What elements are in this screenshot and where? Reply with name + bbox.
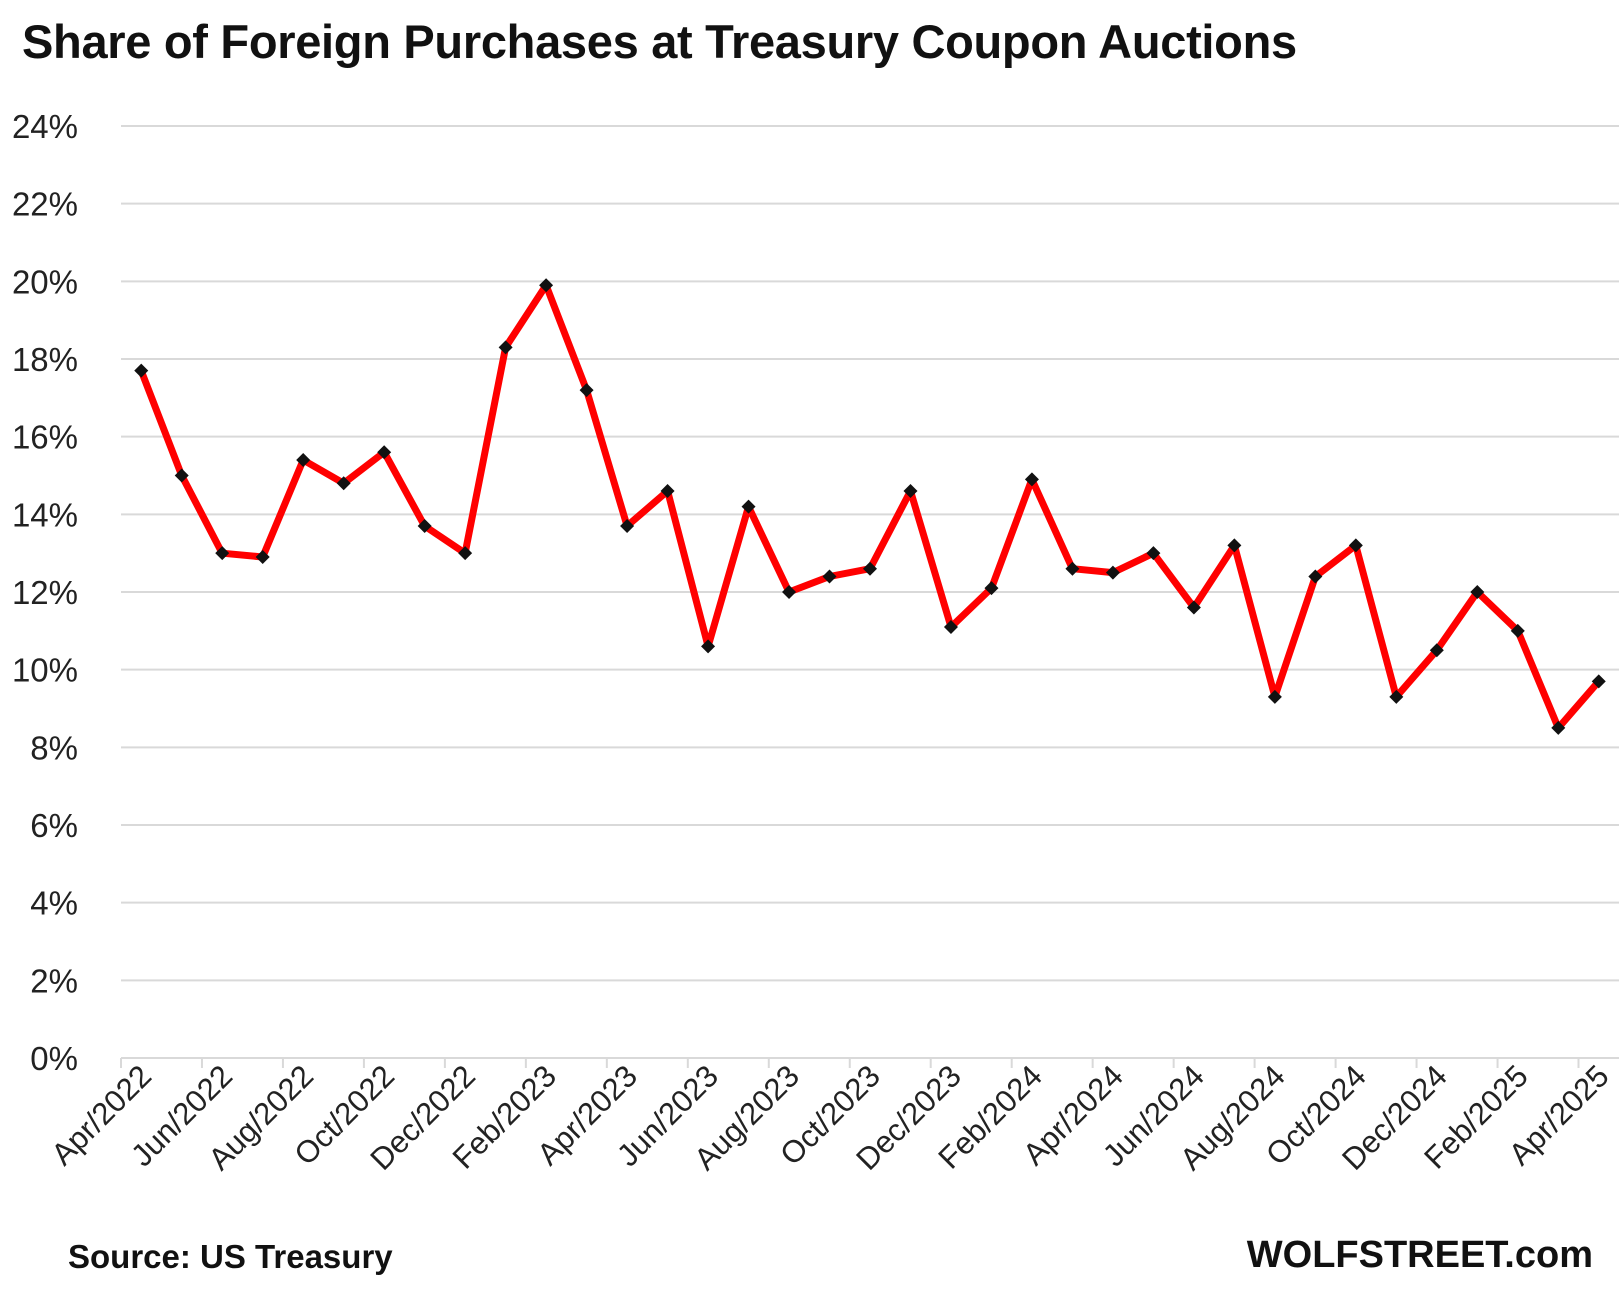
data-point [620,518,635,533]
data-point [1024,472,1039,487]
data-point [1348,538,1363,553]
data-point [498,340,513,355]
chart-title: Share of Foreign Purchases at Treasury C… [22,15,1297,68]
data-point [1470,585,1485,599]
data-point [255,550,270,565]
y-tick-label: 8% [30,729,78,766]
y-tick-label: 10% [12,652,78,689]
data-point [296,452,311,467]
y-tick-label: 6% [30,807,78,844]
data-point [215,546,230,561]
data-point [660,484,675,499]
y-axis-labels: 0% 2% 4% 6% 8% 10% 12% 14% 16% 18% 20% 22% 24% [12,108,78,1077]
y-tick-label: 0% [30,1040,78,1077]
data-point [943,619,958,634]
series-line [137,281,1603,732]
data-point [1186,600,1201,615]
y-tick-label: 16% [12,419,78,456]
data-point [579,383,594,398]
y-tick-label: 24% [12,108,78,145]
data-point [1551,720,1566,735]
y-tick-label: 14% [12,496,78,533]
data-point [782,585,797,599]
x-axis-labels: Apr/2022Jun/2022Aug/2022Oct/2022Dec/2022… [44,1058,1615,1177]
wolfstreet-brand: WOLFSTREET.com [1246,1234,1593,1276]
data-point [1227,538,1242,553]
data-point [1105,565,1120,580]
x-axis [120,1057,1619,1068]
data-point [1308,569,1323,584]
data-point [903,484,918,499]
data-point [863,561,877,576]
data-point [741,499,756,514]
y-tick-label: 20% [12,263,78,300]
data-point [417,518,432,533]
data-point [984,581,999,596]
data-point [1389,689,1404,704]
data-point [539,278,554,293]
data-markers [134,278,1606,735]
data-point [1065,561,1080,576]
data-point [134,363,149,378]
y-tick-label: 18% [12,341,78,378]
data-point [174,468,189,483]
series-share-foreign [137,281,1603,732]
data-point [1267,689,1282,704]
y-tick-label: 4% [30,885,78,922]
data-point [1146,546,1161,561]
data-point [1591,674,1606,689]
data-point [1429,643,1444,658]
data-point [377,445,392,460]
y-tick-label: 22% [12,186,78,223]
source-note: Source: US Treasury [68,1238,393,1275]
data-point [701,639,716,654]
data-point [336,476,351,491]
data-point [822,569,837,584]
data-point [1510,623,1525,638]
gridlines [121,125,1619,982]
y-tick-label: 2% [30,962,78,999]
y-tick-label: 12% [12,574,78,611]
data-point [458,546,473,561]
